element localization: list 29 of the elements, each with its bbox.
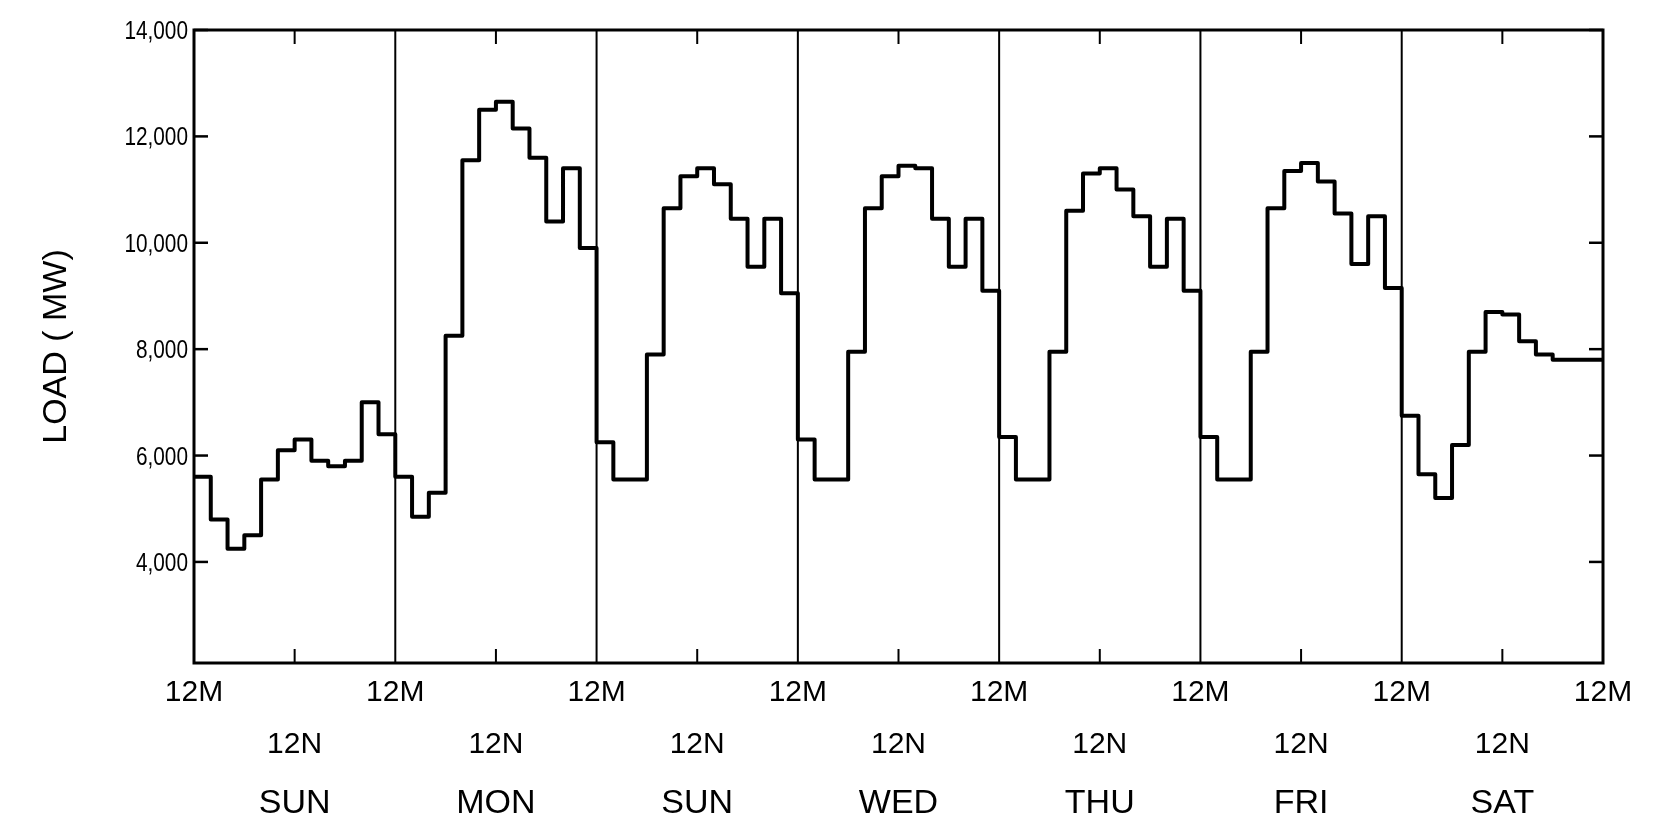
text: 12M: [164, 674, 224, 707]
text: 12N: [267, 726, 323, 759]
text: 12N: [1072, 726, 1128, 759]
text: 12M: [1171, 674, 1230, 707]
text: 12M: [366, 674, 425, 707]
y-tick-label: 12,000: [124, 122, 188, 152]
text: THU: [1064, 782, 1135, 820]
y-tick-label: 10,000: [124, 228, 188, 258]
text: 12N: [1273, 726, 1329, 759]
text: 12N: [1474, 726, 1530, 759]
y-axis-title: LOAD ( MW): [35, 249, 73, 444]
text: SAT: [1470, 782, 1535, 820]
text: 12N: [870, 726, 927, 759]
text: 12M: [1372, 674, 1431, 707]
text: SUN: [258, 782, 331, 820]
y-tick-label: 4,000: [135, 547, 188, 577]
text: SUN: [661, 782, 734, 820]
text: WED: [858, 782, 939, 820]
y-tick-label: 6,000: [135, 441, 188, 471]
text: 12M: [1573, 674, 1633, 707]
text: FRI: [1273, 782, 1329, 820]
text: 12N: [468, 726, 524, 759]
y-tick-label: 14,000: [124, 15, 188, 45]
text: 12M: [969, 674, 1029, 707]
text: 12N: [669, 726, 725, 759]
text: 12M: [768, 674, 828, 707]
y-tick-label: 8,000: [135, 335, 188, 364]
text: MON: [456, 782, 536, 820]
text: 12M: [567, 674, 626, 707]
